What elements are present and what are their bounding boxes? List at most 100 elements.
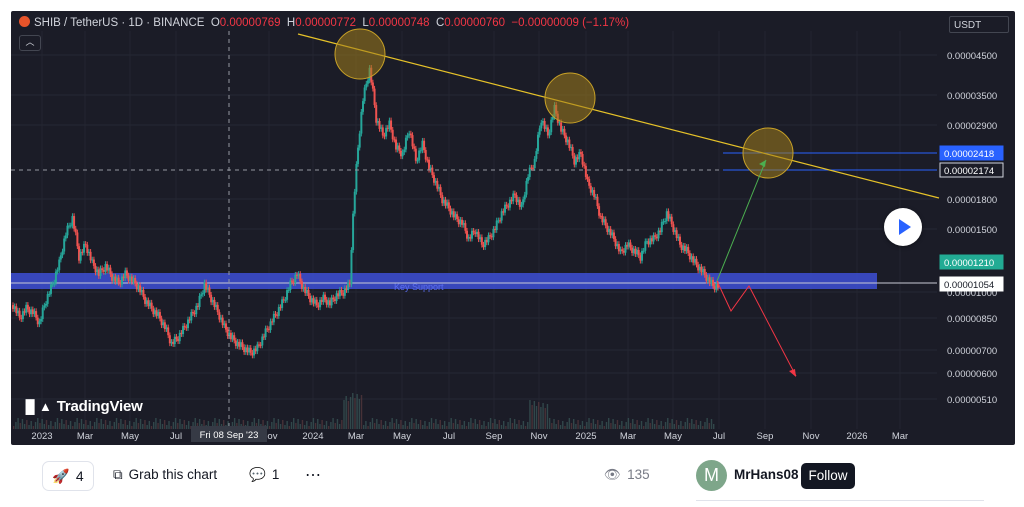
candle-body: [45, 303, 48, 306]
author-avatar[interactable]: M: [696, 460, 727, 491]
tradingview-mark-icon: ▐▌▲: [21, 399, 52, 414]
candle-body: [538, 128, 541, 135]
volume-bar: [104, 420, 107, 429]
candle-body: [203, 282, 206, 294]
candle-body: [114, 276, 117, 282]
candle-body: [667, 211, 670, 219]
candle-body: [662, 221, 665, 223]
play-replay-button[interactable]: [884, 208, 922, 246]
candle-body: [215, 304, 218, 308]
volume-bar: [367, 426, 369, 429]
candle-body: [304, 287, 307, 294]
volume-bar: [266, 421, 269, 429]
candle-body: [385, 127, 388, 137]
volume-bar: [695, 420, 697, 429]
candle-body: [660, 222, 663, 233]
volume-bar: [352, 393, 354, 429]
candle-body: [432, 175, 435, 183]
volume-bar: [227, 421, 229, 429]
volume-bar: [299, 424, 301, 429]
candle-body: [611, 232, 614, 236]
volume-bar: [356, 394, 358, 429]
volume-bar: [133, 422, 135, 429]
candle-body: [570, 147, 573, 149]
candle-body: [489, 235, 492, 237]
volume-bar: [404, 421, 406, 429]
more-options-button[interactable]: ⋯: [305, 467, 321, 484]
volume-bar: [605, 422, 608, 429]
candle-body: [119, 282, 122, 285]
volume-bar: [155, 418, 157, 429]
volume-bar: [450, 418, 452, 429]
volume-bar: [649, 423, 651, 429]
key-support-zone: [11, 273, 877, 289]
volume-bar: [336, 419, 339, 429]
volume-bar: [579, 425, 581, 429]
volume-bar: [546, 404, 549, 429]
candle-body: [482, 244, 485, 248]
volume-bar: [32, 426, 35, 429]
volume-bar: [30, 421, 32, 429]
volume-bar: [667, 418, 669, 429]
candle-body: [451, 211, 454, 215]
follow-button[interactable]: Follow: [801, 463, 855, 489]
candle-body: [685, 246, 688, 252]
candle-body: [277, 307, 280, 316]
candle-body: [233, 335, 236, 341]
candle-body: [272, 313, 275, 323]
candle-body: [21, 311, 24, 320]
volume-bar: [365, 421, 367, 429]
volume-bar: [643, 426, 645, 429]
grab-chart-button[interactable]: ⧉ Grab this chart: [113, 467, 217, 483]
candle-body: [421, 140, 424, 151]
candle-body: [16, 310, 19, 314]
volume-bar: [492, 423, 494, 429]
candle-body: [12, 305, 14, 309]
candle-body: [89, 251, 92, 261]
candle-body: [54, 271, 57, 283]
candle-body: [244, 347, 247, 353]
x-tick-label: Sep: [486, 431, 503, 442]
chart-panel[interactable]: Key Support 0.00004500 0.00003500 0.0000290…: [11, 11, 1015, 445]
collapse-legend-button[interactable]: ︿: [19, 35, 41, 51]
volume-bar: [422, 425, 424, 429]
candle-body: [223, 323, 226, 326]
volume-bar: [74, 422, 76, 429]
volume-bar: [102, 424, 105, 429]
author-name[interactable]: MrHans08: [734, 467, 799, 482]
candle-body: [644, 241, 647, 251]
candle-body: [180, 332, 183, 335]
volume-bar: [293, 418, 295, 429]
volume-bar: [286, 421, 288, 429]
candle-body: [475, 231, 478, 235]
x-tick-label: Jul: [713, 431, 725, 442]
currency-select[interactable]: USDT: [949, 16, 1009, 33]
candle-body: [200, 294, 203, 296]
candle-body: [479, 237, 482, 240]
volume-bar: [483, 421, 485, 429]
volume-bar: [314, 423, 317, 429]
comments-button[interactable]: 💬 1: [249, 467, 279, 483]
candle-body: [112, 276, 115, 281]
candle-body: [76, 232, 79, 247]
volume-bar: [247, 421, 249, 429]
candle-body: [111, 274, 114, 281]
volume-bar: [566, 422, 568, 429]
highlight-circle: [544, 72, 596, 124]
candle-body: [125, 270, 128, 276]
candle-body: [315, 299, 318, 306]
candle-body: [71, 216, 74, 226]
volume-bar: [146, 425, 148, 429]
boost-button[interactable]: 🚀 4: [42, 461, 94, 491]
candle-body: [426, 159, 429, 161]
candle-body: [314, 299, 317, 304]
candle-body: [254, 348, 257, 352]
candle-body: [324, 294, 327, 300]
volume-bar: [268, 426, 271, 429]
x-tick-label: Nov: [531, 431, 548, 442]
price-chart[interactable]: Key Support 0.00004500 0.00003500 0.0000290…: [11, 11, 1015, 445]
candle-body: [452, 211, 455, 218]
candle-body: [160, 318, 163, 326]
candle-body: [386, 127, 389, 129]
volume-bar: [500, 425, 503, 429]
